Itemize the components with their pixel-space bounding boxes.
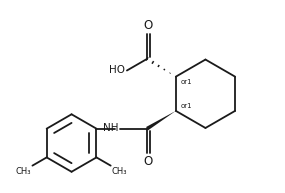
Text: O: O (144, 19, 153, 32)
Polygon shape (146, 111, 176, 130)
Text: HO: HO (109, 65, 125, 75)
Text: CH₃: CH₃ (111, 167, 127, 176)
Text: or1: or1 (180, 79, 192, 85)
Text: CH₃: CH₃ (16, 167, 31, 176)
Text: O: O (144, 156, 153, 168)
Text: or1: or1 (180, 103, 192, 109)
Text: NH: NH (103, 123, 119, 133)
